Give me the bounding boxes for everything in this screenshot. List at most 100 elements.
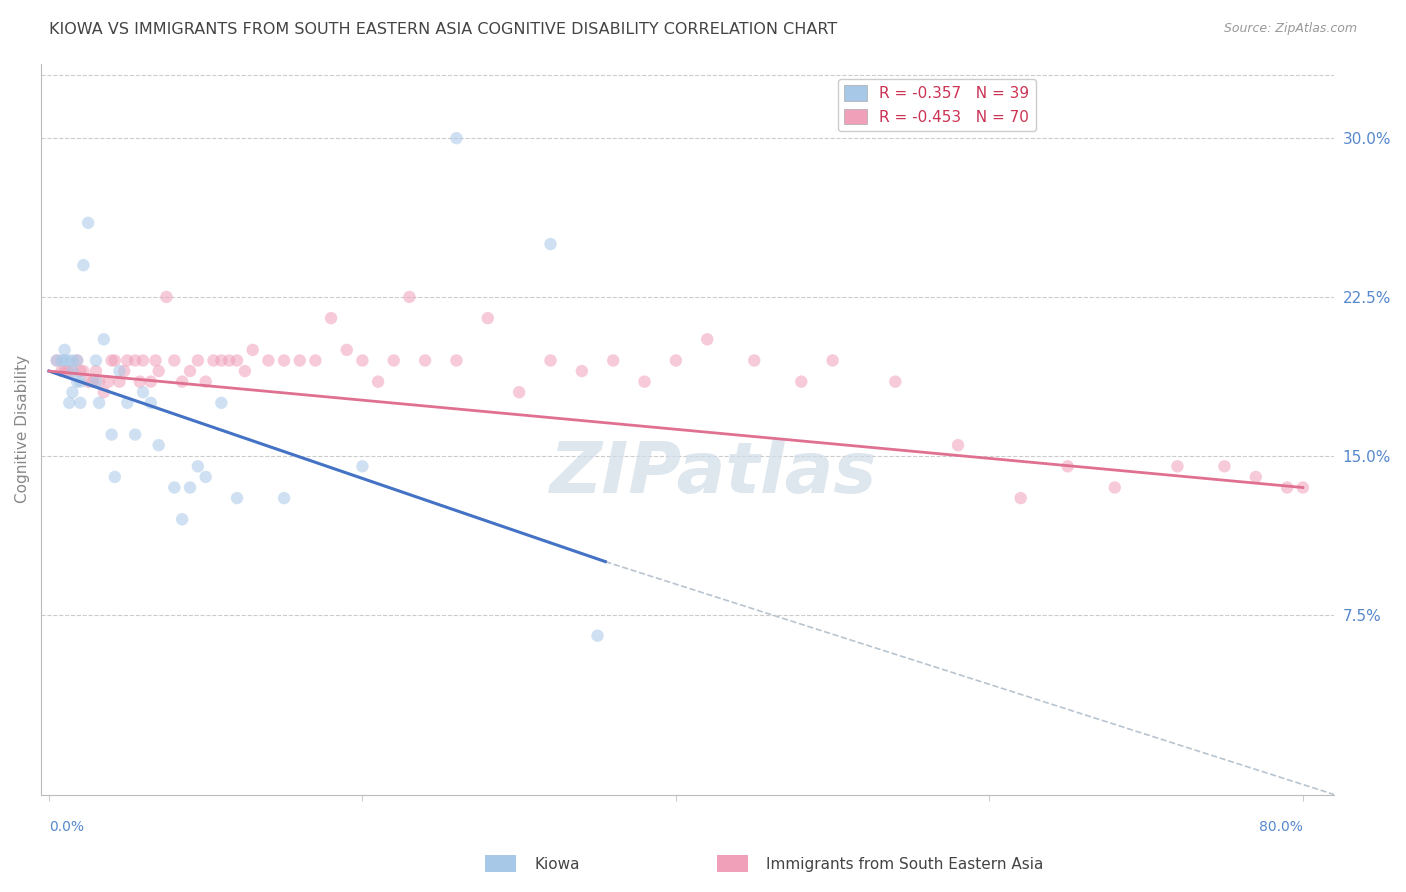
Text: 0.0%: 0.0% [49,820,84,834]
Point [104,353,127,368]
Point [233,364,256,378]
Point [62,364,84,378]
Point [51,353,73,368]
Point [87,396,110,410]
Point [884,375,907,389]
Point [77,375,100,389]
Point [1244,470,1267,484]
Point [155,290,177,304]
Point [139,396,162,410]
Point [66,353,89,368]
Point [132,353,155,368]
Point [66,375,89,389]
Point [1213,459,1236,474]
Point [194,470,217,484]
Point [108,375,131,389]
Legend: R = -0.357   N = 39, R = -0.453   N = 70: R = -0.357 N = 39, R = -0.453 N = 70 [838,79,1036,131]
Point [104,470,127,484]
Point [77,216,100,230]
Point [72,258,94,272]
Point [398,290,420,304]
Point [58,396,80,410]
Point [1275,481,1298,495]
Point [790,375,813,389]
Point [117,353,139,368]
Point [117,396,139,410]
Point [124,353,146,368]
Point [124,427,146,442]
Point [93,385,115,400]
Point [84,364,107,378]
Point [446,131,468,145]
Point [53,343,76,357]
Point [51,364,73,378]
Point [742,353,765,368]
Point [100,427,122,442]
Point [187,353,209,368]
Point [45,353,67,368]
Point [382,353,405,368]
Point [56,353,79,368]
Point [148,364,170,378]
Point [1104,481,1126,495]
Point [108,364,131,378]
Point [128,375,150,389]
Text: 80.0%: 80.0% [1258,820,1303,834]
Point [696,332,718,346]
Point [179,481,201,495]
Point [87,375,110,389]
Point [53,364,76,378]
Point [69,396,91,410]
Point [69,375,91,389]
Point [352,353,374,368]
Text: Kiowa: Kiowa [534,857,579,872]
Text: Source: ZipAtlas.com: Source: ZipAtlas.com [1223,22,1357,36]
Point [242,343,264,357]
Point [273,353,295,368]
Point [821,353,844,368]
Point [45,353,67,368]
Point [446,353,468,368]
Point [172,512,194,526]
Point [82,375,104,389]
Point [84,353,107,368]
Point [172,375,194,389]
Point [226,353,249,368]
Point [72,364,94,378]
Point [187,459,209,474]
Point [56,364,79,378]
Point [1292,481,1315,495]
Point [304,353,326,368]
Point [1166,459,1188,474]
Point [218,353,240,368]
Point [145,353,167,368]
Point [1056,459,1078,474]
Point [100,353,122,368]
Point [273,491,295,505]
Point [62,385,84,400]
Point [148,438,170,452]
Point [288,353,311,368]
Point [53,353,76,368]
Point [139,375,162,389]
Text: ZIPatlas: ZIPatlas [550,439,877,508]
Point [1010,491,1032,505]
Point [540,237,562,252]
Point [132,385,155,400]
Point [633,375,655,389]
Point [202,353,225,368]
Point [413,353,436,368]
Point [257,353,280,368]
Point [319,311,342,326]
Point [226,491,249,505]
Point [665,353,688,368]
Point [946,438,969,452]
Point [97,375,120,389]
Point [112,364,135,378]
Point [62,364,84,378]
Point [179,364,201,378]
Point [93,332,115,346]
Point [571,364,593,378]
Point [367,375,389,389]
Point [66,353,89,368]
